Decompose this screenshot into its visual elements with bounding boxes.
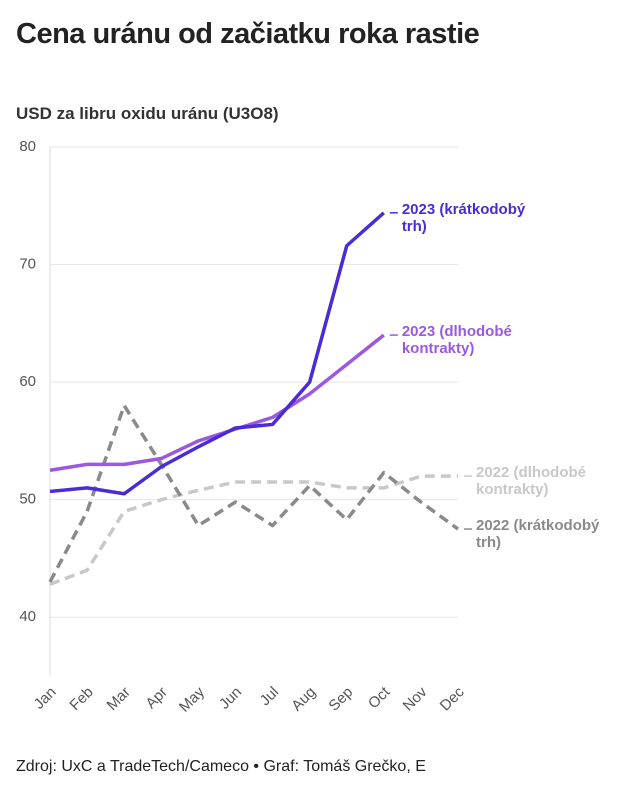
series-label: 2022 (dlhodobé kontrakty): [476, 464, 587, 499]
chart-subtitle: USD za libru oxidu uránu (U3O8): [16, 104, 279, 123]
x-tick-label: Nov: [400, 683, 431, 714]
series-label: 2022 (krátkodobý trh): [476, 517, 600, 552]
y-tick-label: 40: [19, 608, 36, 625]
x-tick-label: Sep: [325, 684, 356, 715]
x-tick-label: Jul: [257, 684, 283, 710]
x-tick-label: Mar: [104, 684, 134, 714]
y-tick-label: 70: [19, 256, 36, 273]
line-series: [48, 403, 460, 583]
series-label: 2023 (krátkodobý trh): [401, 200, 526, 235]
x-tick-label: Feb: [66, 684, 96, 714]
line-series: [49, 333, 385, 473]
y-tick-label: 60: [19, 373, 36, 390]
chart-title: Cena uránu od začiatku roka rastie: [16, 18, 480, 50]
x-tick-label: Jun: [216, 684, 245, 713]
series-label: 2023 (dlhodobé kontrakty): [401, 323, 512, 358]
x-tick-label: Aug: [288, 684, 319, 715]
y-tick-label: 80: [19, 138, 36, 155]
source-note: Zdroj: UxC a TradeTech/Cameco • Graf: To…: [16, 758, 426, 775]
line-series: [49, 211, 385, 496]
x-tick-label: Apr: [142, 684, 171, 713]
x-tick-label: Jan: [31, 684, 60, 713]
x-tick-label: Dec: [437, 683, 468, 714]
x-tick-label: Oct: [365, 683, 394, 712]
x-tick-label: May: [176, 683, 208, 715]
line-series: [49, 474, 458, 586]
y-tick-label: 50: [19, 491, 36, 508]
